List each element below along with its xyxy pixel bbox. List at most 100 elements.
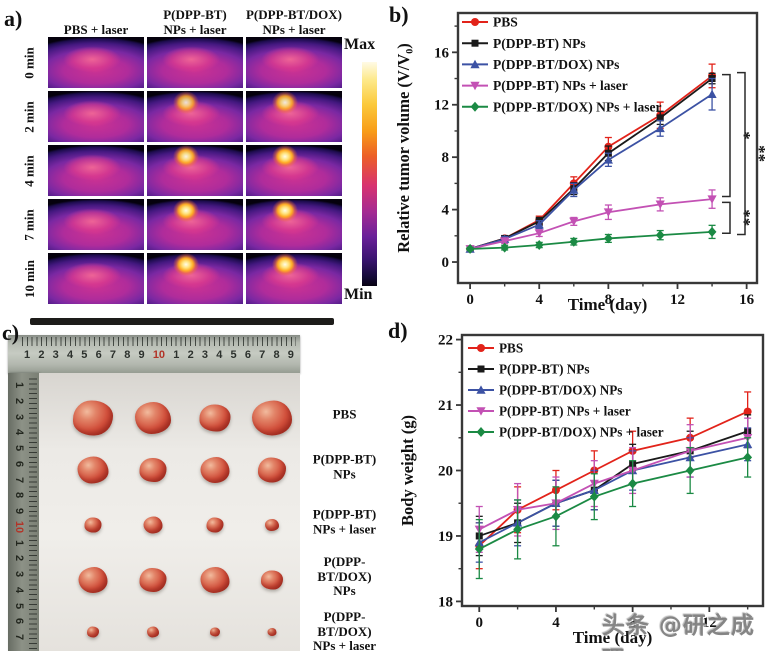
triangle-up-marker	[470, 59, 480, 69]
diamond-marker	[685, 465, 695, 476]
ruler-number: 4	[66, 349, 74, 361]
y-tick-label: 21	[438, 398, 453, 414]
thermal-image	[147, 37, 243, 88]
ruler-number: 5	[81, 349, 88, 361]
row-label-text: 10 min	[22, 259, 38, 298]
tumor-specimen	[252, 400, 292, 436]
circle-marker	[743, 407, 752, 416]
ruler-number: 3	[52, 349, 59, 361]
tumor-volume-chart: 0 4 8 12 16 0 4 8 12 16 Time (day) Relative tumor v…	[394, 11, 769, 314]
ruler-number: 6	[13, 460, 25, 467]
ruler-number: 8	[13, 492, 25, 499]
row-label-text: 7 min	[22, 208, 38, 241]
diamond-marker	[603, 233, 613, 244]
tumor-specimen	[78, 567, 108, 593]
treatment-group-label: PBS	[299, 407, 390, 423]
tumor-specimen	[200, 457, 230, 483]
ruler-number: 8	[273, 349, 280, 361]
significance-label: **	[750, 145, 769, 162]
thermal-image	[48, 253, 144, 304]
square-marker	[477, 365, 485, 373]
legend-label: P(DPP-BT/DOX) NPs	[493, 57, 619, 72]
ruler-number: 8	[124, 349, 131, 361]
thermal-image	[147, 199, 243, 250]
tumor-specimen	[135, 402, 171, 434]
tumor-specimen	[261, 570, 283, 590]
laser-hotspot	[271, 253, 298, 278]
horizontal-ruler: 1 2 3 4 5 6 7 8 9 10 1 2 3 4 5 6 7 8 9	[8, 335, 300, 373]
y-tick-label: 16	[434, 45, 450, 61]
ruler-number: 2	[187, 349, 194, 361]
row-label-text: 4 min	[22, 154, 38, 187]
legend-label: PBS	[499, 341, 523, 356]
thermal-image	[246, 199, 342, 250]
diamond-marker	[707, 226, 717, 237]
laser-hotspot	[172, 145, 199, 170]
x-tick-label: 0	[466, 292, 474, 308]
header-line: NPs + laser	[163, 21, 227, 37]
tumor-specimen	[139, 568, 167, 592]
label-line: P(DPP-BT/DOX)	[317, 609, 372, 639]
laser-hotspot	[271, 91, 298, 116]
tumor-specimen	[267, 628, 277, 636]
tumor-specimen	[210, 627, 220, 637]
label-line: P(DPP-BT/DOX)	[317, 554, 372, 584]
ruler-number: 6	[13, 618, 25, 625]
ruler-ticks	[22, 337, 296, 346]
ruler-number: 7	[13, 633, 25, 641]
header-line: P(DPP-BT/DOX)	[245, 7, 343, 23]
label-line: P(DPP-BT)	[312, 506, 377, 522]
triangle-up-marker	[655, 123, 665, 133]
significance-bracket	[722, 201, 731, 234]
triangle-up-marker	[476, 385, 486, 394]
triangle-up-marker	[534, 220, 544, 229]
circle-marker	[471, 18, 479, 26]
panel-b-letter: b)	[389, 2, 409, 27]
legend-label: P(DPP-BT/DOX) NPs + laser	[499, 425, 664, 440]
thermal-image	[147, 145, 243, 196]
significance-bracket	[737, 71, 746, 236]
tumor-specimen	[87, 626, 99, 638]
tumor-specimen	[139, 458, 167, 482]
panel-a-letter: a)	[4, 6, 23, 31]
circle-marker	[477, 344, 485, 352]
thermal-column-header: P(DPP-BT/DOX) NPs + laser	[239, 7, 349, 37]
ruler-number: 5	[13, 444, 25, 452]
header-line: P(DPP-BT)	[163, 7, 227, 23]
ruler-number: 3	[13, 570, 25, 578]
mouse-body	[147, 37, 243, 88]
triangle-down-marker	[470, 81, 480, 91]
diamond-marker	[655, 230, 665, 241]
ruler-number: 10	[152, 349, 166, 361]
y-tick-label: 19	[438, 529, 453, 545]
ruler-number: 4	[216, 349, 223, 361]
panel-c-letter: c)	[2, 320, 20, 345]
thermal-row-label: 2 min	[17, 91, 43, 142]
tumor-specimen	[200, 567, 230, 593]
mouse-body	[48, 145, 144, 196]
thermal-row-label: 7 min	[17, 199, 43, 250]
ruler-number: 1	[13, 539, 25, 546]
ruler-number: 6	[244, 349, 251, 361]
ruler-number: 9	[138, 349, 145, 361]
tumor-specimen	[199, 404, 231, 432]
laser-hotspot	[172, 199, 199, 224]
thermal-image	[246, 253, 342, 304]
x-tick-label: 4	[535, 292, 543, 308]
ruler-number: 7	[13, 476, 25, 483]
photo-top-edge	[30, 318, 334, 325]
ruler-number: 9	[13, 507, 25, 515]
triangle-down-marker	[500, 237, 510, 246]
triangle-up-marker	[569, 185, 579, 194]
ruler-number: 4	[13, 586, 25, 593]
tumor-specimen	[84, 517, 102, 533]
legend-label: P(DPP-BT/DOX) NPs + laser	[493, 99, 662, 114]
header-line: NPs + laser	[262, 21, 326, 37]
y-tick-label: 22	[438, 333, 453, 349]
diamond-marker	[476, 427, 486, 437]
ruler-number: 2	[13, 555, 25, 562]
thermal-row-label: 4 min	[17, 145, 43, 196]
thermal-image	[246, 91, 342, 142]
legend-label: P(DPP-BT) NPs	[493, 36, 586, 51]
